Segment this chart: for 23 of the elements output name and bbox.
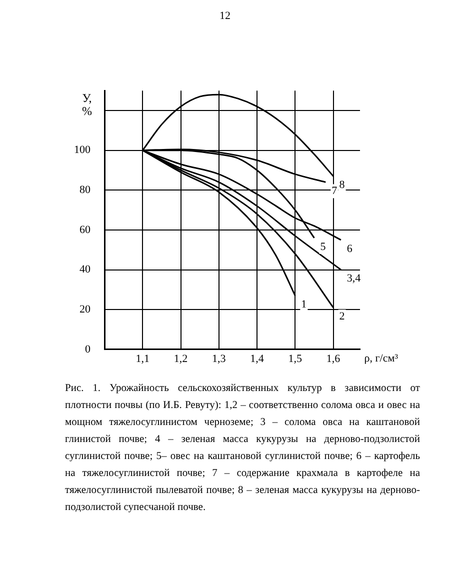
series-label: 2 [339,310,345,322]
x-tick-label: 1,6 [326,352,341,365]
x-tick-label: 1,1 [136,352,150,365]
y-tick-label: 20 [80,303,91,316]
x-tick-label: 1,2 [174,352,188,365]
series-label: 6 [346,242,353,255]
series-label: 5 [320,240,326,253]
series-label: 7 [332,185,338,198]
x-tick-label: 1,3 [212,352,226,365]
y-tick-label: 60 [80,224,91,236]
x-tick-label: 1,4 [250,352,264,365]
series-label: 8 [339,179,346,192]
series-label: 1 [301,298,307,311]
series-label: 3,4 [346,272,362,285]
x-tick-label: 1,5 [288,352,303,365]
y-tick-label: 80 [80,184,91,196]
y-axis-title: У, % [82,91,92,118]
y-tick-label: 100 [74,144,91,156]
text: Рис. 1. Урожайность сельскохозяйственных культур в зависимости от плотности почвы (по И.Б. Ревуту): 1,2 – соответственно солома овса и овес на мощном тяжелосуглинистом черноземе; 3 – солома овса на каштановой глинистой почве; 4 – зеленая масса кукурузы на дерново-подзолистой суглинистой почве; 5– овес на каштановой суглинистой почве; 6 – картофель на тяжелосуглинистой почве; 7 – содержание крахмала в картофеле на тяжелосуглинистой пылеватой почве; 8 – зеленая масса кукурузы на дерново-подзолистой супесчаной почве. [65,382,420,515]
y-tick-label: 40 [80,264,91,276]
text: 12 [218,10,232,22]
x-axis-title: ρ, г/см³ [364,352,399,364]
y-tick-label: 0 [85,343,91,356]
